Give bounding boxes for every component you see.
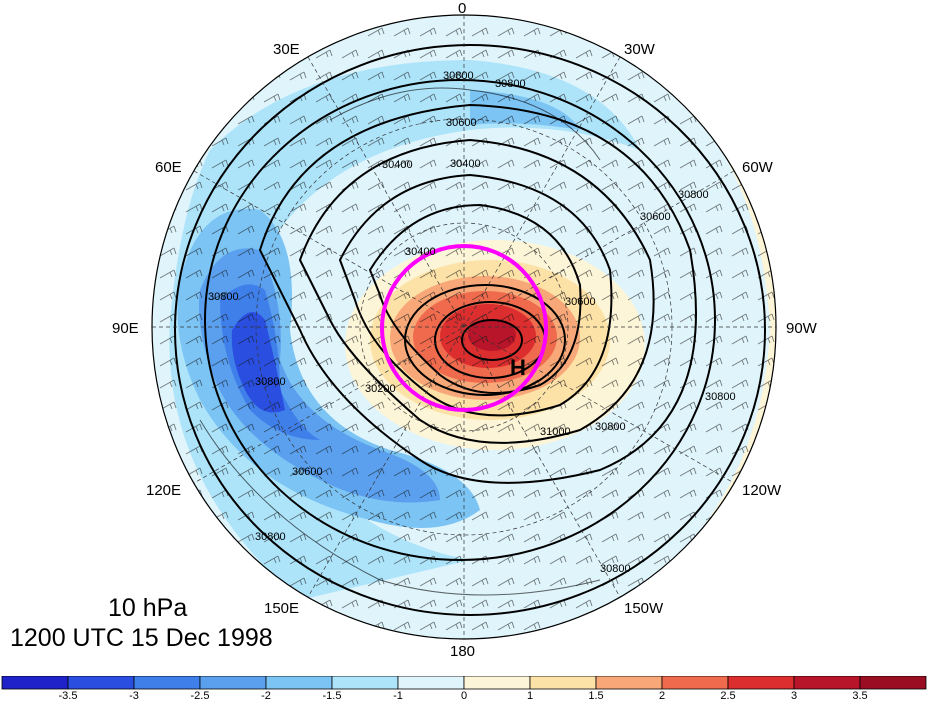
colorbar-swatch (661, 676, 729, 690)
colorbar-swatch (727, 676, 795, 690)
lon-label-0: 0 (458, 0, 467, 17)
contour-labels: 30800 30800 30600 30400 30400 30800 3060… (208, 70, 736, 575)
lon-label-150w: 150W (624, 600, 664, 617)
contour-label: 30800 (705, 391, 736, 403)
lon-label-90w: 90W (786, 320, 817, 337)
lon-label-150e: 150E (264, 600, 300, 617)
colorbar-tick-label: -1 (393, 690, 403, 702)
lon-label-30w: 30W (624, 41, 655, 58)
highlight-circle (380, 244, 548, 412)
colorbar-tick-label: -1.5 (322, 690, 342, 702)
lon-label-120w: 120W (742, 482, 782, 499)
colorbar (1, 676, 927, 690)
contour-label: 30200 (365, 383, 396, 395)
polar-map: H 30800 30800 30600 30400 30400 30800 30… (151, 14, 777, 640)
lon-label-60e: 60E (155, 159, 182, 176)
colorbar-swatch (529, 676, 597, 690)
colorbar-tick-label: 1 (526, 690, 534, 702)
colorbar-swatch (463, 676, 531, 690)
contour-label: 30600 (292, 466, 323, 478)
colorbar-tick-label: 2 (658, 690, 666, 702)
contour-label: 30600 (640, 211, 671, 223)
contour-label: 30800 (255, 376, 286, 388)
contour-label: 31000 (540, 426, 571, 438)
colorbar-swatch (133, 676, 201, 690)
colorbar-tick-label: -2.5 (190, 690, 210, 702)
lon-label-60w: 60W (742, 159, 773, 176)
contour-label: 30800 (443, 70, 474, 82)
contour-label: 30600 (565, 296, 596, 308)
lon-label-90e: 90E (112, 320, 139, 337)
colorbar-tick-label: -3.5 (58, 690, 78, 702)
colorbar-swatch (793, 676, 861, 690)
colorbar-tick-label: 1.5 (588, 690, 604, 702)
colorbar-swatch (331, 676, 399, 690)
contour-label: 30800 (495, 78, 526, 90)
pressure-level: 10 hPa (108, 594, 188, 622)
high-marker: H (510, 355, 526, 380)
contour-label: 30800 (678, 189, 709, 201)
contour-label: 30800 (595, 421, 626, 433)
contour-label: 30400 (450, 158, 481, 170)
colorbar-swatch (199, 676, 267, 690)
contour-label: 30800 (208, 291, 239, 303)
lon-label-120e: 120E (146, 482, 182, 499)
contour-label: 30600 (446, 117, 477, 129)
colorbar-swatch (595, 676, 663, 690)
contour-label: 30400 (382, 159, 413, 171)
contour-label: 30800 (600, 563, 631, 575)
colorbar-swatch (859, 676, 927, 690)
valid-time: 1200 UTC 15 Dec 1998 (10, 624, 273, 652)
colorbar-tick-label: 3 (790, 690, 798, 702)
colorbar-tick-label: -2 (261, 690, 271, 702)
colorbar-tick-label: -3 (129, 690, 139, 702)
colorbar-tick-label: 3.5 (852, 690, 868, 702)
contour-label: 30800 (255, 531, 286, 543)
colorbar-swatch (397, 676, 465, 690)
colorbar-swatch (1, 676, 69, 690)
shaded-field (152, 15, 776, 639)
lon-label-180: 180 (450, 643, 476, 660)
colorbar-swatch (265, 676, 333, 690)
colorbar-tick-label: 0 (460, 690, 468, 702)
lon-label-30e: 30E (273, 41, 300, 58)
contour-label: 30400 (405, 246, 436, 258)
colorbar-swatch (67, 676, 135, 690)
colorbar-tick-label: 2.5 (720, 690, 736, 702)
